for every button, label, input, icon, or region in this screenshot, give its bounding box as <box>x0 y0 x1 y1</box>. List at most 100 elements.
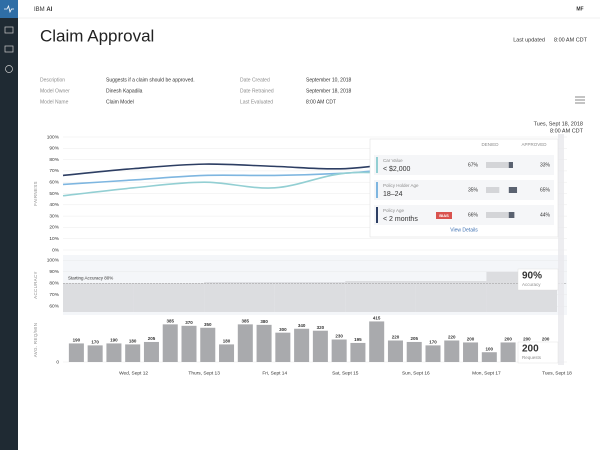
y-tick-label: 90% <box>49 146 59 152</box>
denied-bar <box>486 212 512 218</box>
y-tick-label: 70% <box>49 292 59 298</box>
accuracy-bar <box>415 280 487 312</box>
meta-label: Model Name <box>40 99 69 105</box>
nav-icon[interactable] <box>4 26 14 34</box>
request-bar <box>500 342 516 362</box>
page-title: Claim Approval <box>40 26 154 45</box>
request-bar <box>294 328 310 362</box>
denied-bar <box>486 162 512 168</box>
nav-icon[interactable] <box>4 45 14 53</box>
request-label: 180 <box>129 339 137 344</box>
denied-bar <box>486 187 500 193</box>
request-bar <box>87 345 103 362</box>
y-tick-label: 0 <box>56 359 59 365</box>
denied-label: 66% <box>468 212 479 218</box>
request-bar <box>406 341 422 362</box>
approved-label: 44% <box>540 212 551 218</box>
col-header: APPROVED <box>521 142 547 147</box>
request-bar <box>350 342 366 362</box>
approved-bar <box>508 212 515 218</box>
request-bar <box>331 339 347 362</box>
x-tick-label: Fri, Sept 14 <box>262 370 287 376</box>
request-label: 370 <box>185 320 193 325</box>
view-details[interactable]: View Details <box>450 227 478 233</box>
meta-value: September 18, 2018 <box>306 88 352 94</box>
bias-badge <box>436 212 452 219</box>
request-bar <box>425 345 441 362</box>
y-tick-label: 0% <box>52 247 60 253</box>
request-label: 190 <box>110 338 118 343</box>
callout <box>517 268 559 291</box>
request-label: 170 <box>429 340 437 345</box>
request-bar <box>143 341 159 362</box>
callout <box>517 341 559 364</box>
y-tick-label: 70% <box>49 168 59 174</box>
row-label: Car Value <box>383 158 403 163</box>
request-bar <box>463 342 479 362</box>
approved-bar <box>508 162 513 168</box>
baseline-label: Starting Accuracy 80% <box>68 275 113 280</box>
x-tick-label: Tues, Sept 18 <box>542 370 572 376</box>
callout-label: Requests <box>522 355 542 360</box>
meta-label: Date Created <box>240 77 270 83</box>
row-bg <box>374 180 554 200</box>
user[interactable]: MF <box>576 6 583 12</box>
request-bar <box>256 324 272 362</box>
accuracy-bar <box>274 282 346 312</box>
approved-bar <box>508 187 518 193</box>
y-axis-label: FAIRNESS <box>33 181 38 206</box>
updated-value: 8:00 AM CDT <box>554 37 588 43</box>
request-label: 205 <box>148 336 156 341</box>
nav-icon[interactable] <box>5 65 13 73</box>
y-tick-label: 80% <box>49 281 59 287</box>
request-label: 195 <box>354 337 362 342</box>
request-label: 385 <box>242 319 250 324</box>
nav-icon <box>4 4 14 14</box>
request-bar <box>181 325 197 362</box>
request-bar <box>369 321 385 362</box>
meta-value: Suggests if a claim should be approved. <box>106 77 195 83</box>
row-label: Policy Holder Age <box>383 183 419 188</box>
request-bar <box>200 327 216 362</box>
y-axis-label: ACCURACY <box>33 271 38 299</box>
x-tick-label: Sat, Sept 15 <box>332 370 359 376</box>
y-tick-label: 90% <box>49 269 59 275</box>
tooltip-time: 8:00 AM CDT <box>550 128 584 134</box>
request-bar <box>125 344 141 362</box>
meta-label: Model Owner <box>40 88 70 94</box>
request-label: 200 <box>542 337 550 342</box>
request-label: 380 <box>260 319 268 324</box>
y-tick-label: 30% <box>49 213 59 219</box>
request-label: 100 <box>486 346 494 351</box>
denied-label: 67% <box>468 162 479 168</box>
row-bg <box>374 155 554 175</box>
filter-icon[interactable] <box>575 96 585 104</box>
y-tick-label: 80% <box>49 157 59 163</box>
request-label: 190 <box>73 338 81 343</box>
request-label: 200 <box>467 337 475 342</box>
meta-label: Description <box>40 77 65 83</box>
request-bar <box>68 343 84 362</box>
brand: IBM AI <box>34 7 53 13</box>
y-axis-label: AVG. REQ/MIN <box>33 323 38 358</box>
y-tick-label: 60% <box>49 304 59 310</box>
y-tick-label: 40% <box>49 202 59 208</box>
callout-label: Accuracy <box>522 282 541 287</box>
row-bg <box>374 205 554 225</box>
request-label: 340 <box>298 323 306 328</box>
callout-value: 90% <box>522 271 542 282</box>
request-label: 170 <box>91 340 99 345</box>
request-bar <box>106 343 122 362</box>
request-bar <box>162 324 178 362</box>
request-label: 320 <box>317 325 325 330</box>
y-tick-label: 100% <box>47 258 60 264</box>
approved-label: 65% <box>540 187 551 193</box>
request-label: 300 <box>279 327 287 332</box>
x-tick-label: Thurs, Sept 13 <box>188 370 220 376</box>
request-bar <box>312 330 328 362</box>
y-tick-label: 60% <box>49 179 59 185</box>
accuracy-bar <box>63 283 134 312</box>
request-label: 180 <box>223 339 231 344</box>
y-tick-label: 100% <box>47 134 60 140</box>
updated-label: Last updated <box>513 37 545 43</box>
